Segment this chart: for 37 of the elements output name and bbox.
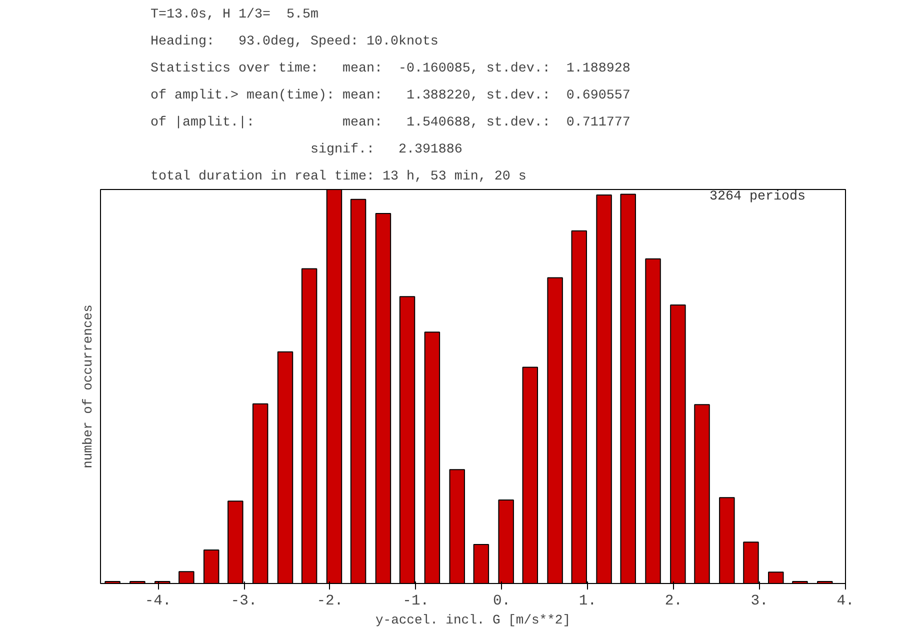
x-axis-title: y-accel. incl. G [m/s**2] [375, 612, 571, 628]
text: of amplit.> mean(time): mean: 1.388220, st.dev.: 0.690557 [150, 88, 630, 104]
bar [178, 571, 194, 584]
y-axis-title: number of occurrences [80, 304, 96, 468]
bar [645, 258, 661, 584]
bar [277, 351, 294, 584]
bar [252, 403, 268, 584]
chart-subtitle: Heading: 93.0deg, Speed: 10.0knots [150, 34, 438, 50]
bar [301, 268, 318, 584]
bar [694, 404, 710, 584]
bar [424, 332, 440, 584]
bar [719, 497, 735, 584]
x-tick-label: -3. [230, 594, 258, 610]
x-tick-label: -1. [402, 594, 430, 610]
text: Statistics over time: mean: -0.160085, st.dev.: 1.188928 [150, 62, 630, 76]
x-tick-label: 2. [664, 594, 682, 610]
bar [473, 544, 490, 584]
x-tick-label: 1. [578, 594, 597, 610]
chart-title: T=13.0s, H 1/3= 5.5m [150, 8, 318, 22]
x-tick-label: 0. [492, 594, 511, 610]
bar [522, 366, 538, 584]
bar [375, 213, 392, 584]
text: of |amplit.|: mean: 1.540688, st.dev.: 0.711777 [150, 116, 630, 130]
x-tick-label: -2. [316, 594, 344, 610]
annotation: 3264 periods [710, 190, 806, 204]
x-tick-label: -4. [144, 594, 172, 610]
x-tick-label: 4. [836, 594, 854, 610]
bar [350, 198, 366, 584]
text: signif.: 2.391886 [150, 142, 462, 158]
text: total duration in real time: 13 h, 53 min, 20 s [150, 170, 526, 184]
bar [449, 469, 465, 584]
bar [620, 194, 636, 584]
bar [547, 277, 563, 584]
bar [768, 572, 784, 584]
bar [596, 194, 612, 584]
bar [203, 550, 220, 584]
x-tick-label: 3. [750, 594, 768, 610]
